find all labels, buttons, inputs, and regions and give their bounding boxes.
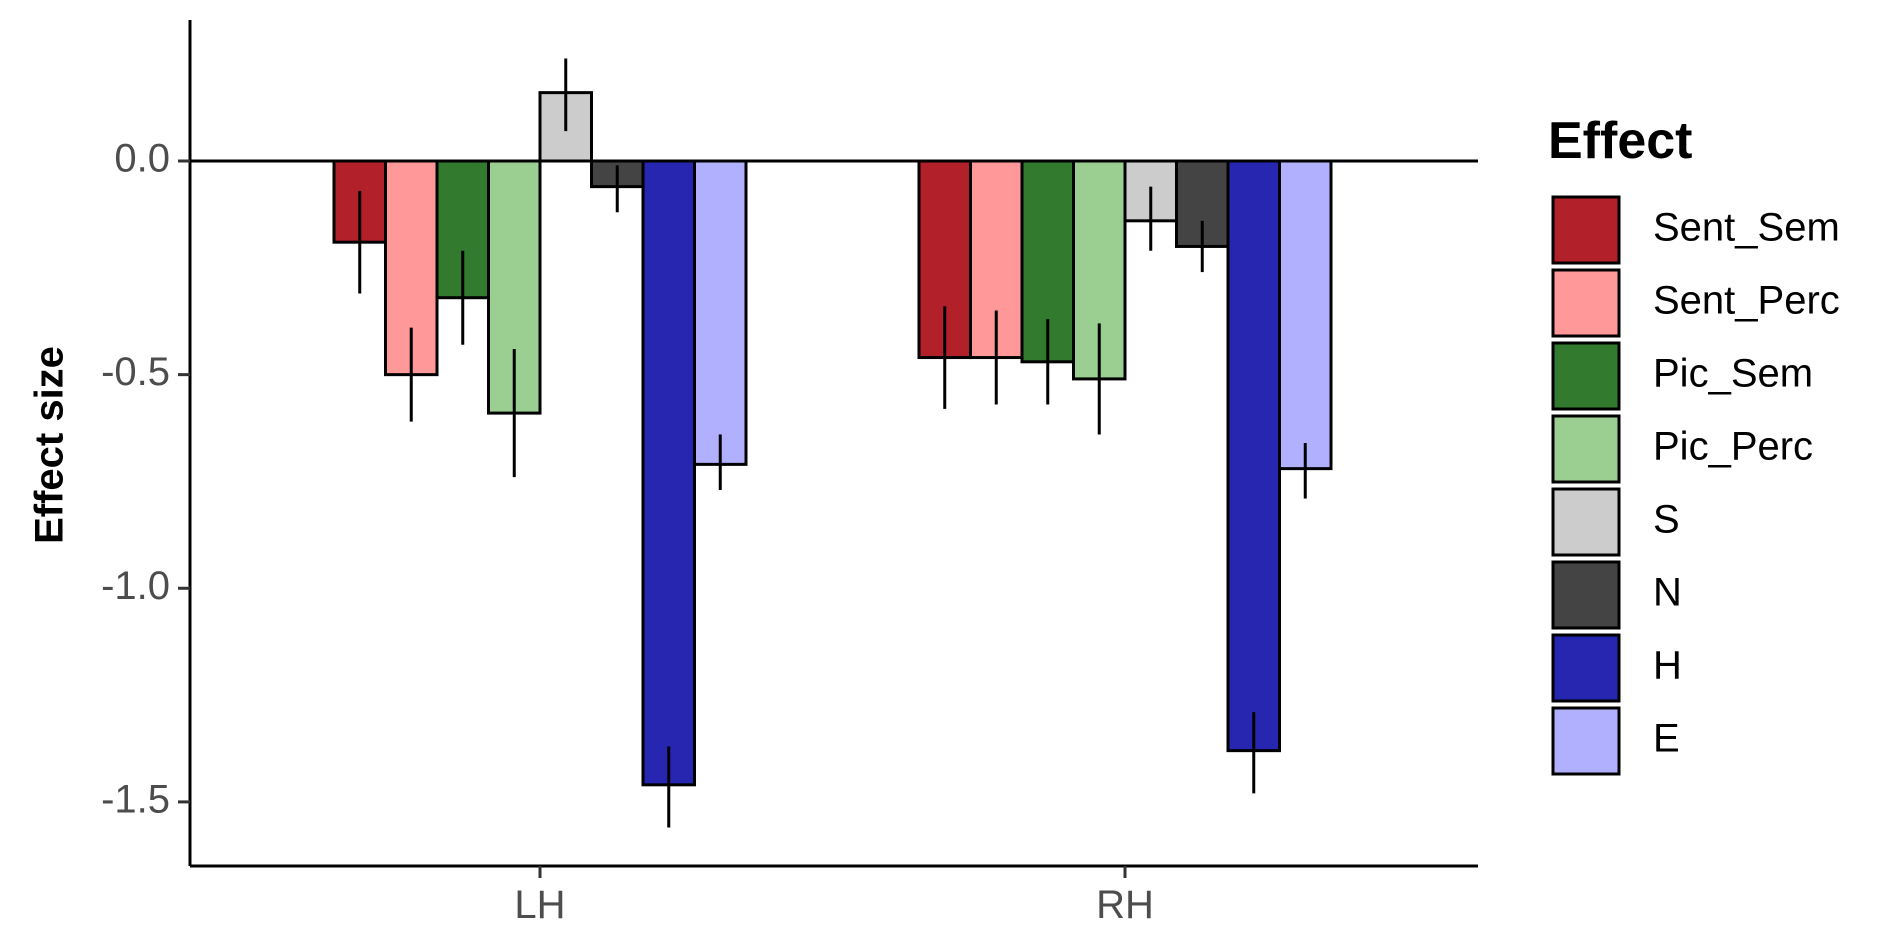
bar-LH-H bbox=[641, 159, 696, 787]
legend-key-Pic_Sem bbox=[1551, 341, 1621, 411]
legend-label-H: H bbox=[1653, 644, 1682, 688]
legend-label-N: N bbox=[1653, 571, 1682, 615]
x-tick-label: RH bbox=[1096, 883, 1154, 927]
bar-RH-E bbox=[1278, 159, 1333, 471]
legend: Effect Sent_Sem Sent_Perc Pic_Sem Pic_Perc S… bbox=[1548, 112, 1840, 776]
x-ticks: LH RH bbox=[514, 866, 1154, 927]
legend-key-E bbox=[1551, 706, 1621, 776]
y-tick-label: 0.0 bbox=[114, 137, 170, 181]
error-bars-layer bbox=[358, 58, 1307, 828]
legend-key-S bbox=[1551, 487, 1621, 557]
legend-label-Sent_Sem: Sent_Sem bbox=[1653, 206, 1840, 250]
legend-key-H bbox=[1551, 633, 1621, 703]
y-axis-title: Effect size bbox=[28, 346, 72, 544]
y-tick-label: -1.5 bbox=[101, 777, 170, 821]
legend-label-Pic_Sem: Pic_Sem bbox=[1653, 352, 1813, 396]
legend-label-Sent_Perc: Sent_Perc bbox=[1653, 279, 1840, 323]
legend-label-S: S bbox=[1653, 498, 1680, 542]
bar-LH-E bbox=[693, 159, 748, 466]
bars-layer bbox=[332, 91, 1333, 787]
legend-title: Effect bbox=[1548, 112, 1692, 170]
y-ticks: 0.0 -0.5 -1.0 -1.5 bbox=[101, 137, 190, 821]
bar-RH-H bbox=[1226, 159, 1281, 753]
legend-key-Pic_Perc bbox=[1551, 414, 1621, 484]
y-tick-label: -1.0 bbox=[101, 564, 170, 608]
legend-key-N bbox=[1551, 560, 1621, 630]
legend-label-E: E bbox=[1653, 717, 1680, 761]
y-tick-label: -0.5 bbox=[101, 350, 170, 394]
legend-key-Sent_Sem bbox=[1551, 195, 1621, 265]
legend-key-Sent_Perc bbox=[1551, 268, 1621, 338]
legend-label-Pic_Perc: Pic_Perc bbox=[1653, 425, 1813, 469]
x-tick-label: LH bbox=[514, 883, 565, 927]
